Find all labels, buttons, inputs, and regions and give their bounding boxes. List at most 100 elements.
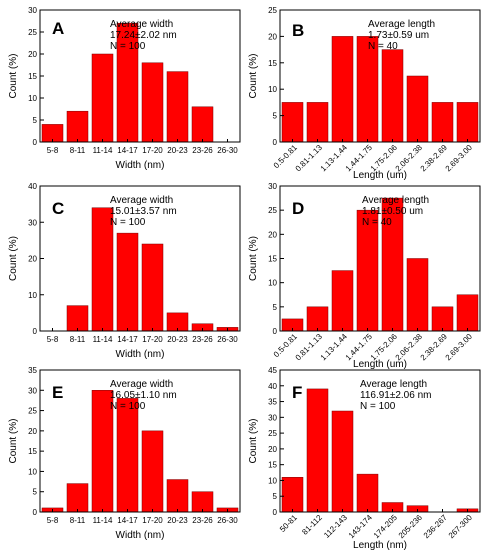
y-tick-label-e-4: 20 [28, 427, 37, 436]
y-tick-label-e-7: 35 [28, 366, 37, 375]
y-tick-label-f-8: 40 [268, 382, 277, 391]
x-axis-title-e: Width (nm) [116, 530, 165, 541]
annotation-b-2: N = 40 [368, 41, 398, 52]
annotation-a-1: 17.24±2.02 nm [110, 30, 177, 41]
x-tick-label-e-3: 14-17 [117, 516, 138, 525]
x-tick-label-f-7: 267-300 [447, 513, 475, 541]
annotation-c-1: 15.01±3.57 nm [110, 206, 177, 217]
bar-a-1 [66, 110, 89, 143]
x-tick-label-c-2: 11-14 [93, 335, 113, 344]
y-tick-label-f-0: 0 [273, 508, 278, 517]
x-tick-label-e-1: 8-11 [70, 516, 86, 525]
x-tick-label-b-7: 2.69-3.00 [444, 143, 475, 174]
x-tick-label-c-4: 17-20 [142, 335, 163, 344]
y-tick-label-d-1: 5 [273, 303, 278, 312]
y-tick-label-a-3: 15 [28, 72, 37, 81]
y-tick-label-d-6: 30 [268, 182, 277, 191]
x-tick-label-f-3: 143-174 [347, 513, 375, 541]
x-tick-label-a-5: 20-23 [167, 146, 188, 155]
y-tick-label-a-6: 30 [28, 6, 37, 15]
x-axis-title-b: Length (um) [353, 170, 407, 181]
y-tick-label-f-4: 20 [268, 445, 277, 454]
bar-f-0 [281, 477, 304, 513]
panel-e: 0 5 10 15 20 25 30 35 5-8 8-11 11-14 14-17 17-20 20-2… [8, 366, 241, 541]
panel-f: 0 5 10 15 20 25 30 35 40 45 50-81 81-112112-143143-… [248, 366, 481, 550]
y-tick-label-c-1: 10 [28, 291, 37, 300]
y-tick-label-c-4: 40 [28, 182, 37, 191]
y-tick-label-a-5: 25 [28, 28, 37, 37]
panel-letter-c: C [52, 199, 64, 218]
x-tick-label-f-1: 81-112 [300, 513, 324, 537]
bar-b-0 [281, 102, 304, 143]
bar-b-7 [456, 102, 479, 143]
annotation-d-1: 1.81±0.50 um [362, 206, 423, 217]
x-tick-label-e-5: 20-23 [167, 516, 188, 525]
y-tick-label-e-1: 5 [33, 488, 38, 497]
y-tick-label-b-3: 15 [268, 59, 277, 68]
y-axis-title-a: Count (%) [8, 53, 19, 98]
bar-d-7 [456, 294, 479, 332]
bar-e-4 [141, 430, 164, 513]
bar-b-5 [406, 75, 429, 143]
bar-c-4 [141, 243, 164, 332]
y-tick-label-d-3: 15 [268, 255, 277, 264]
annotation-a-0: Average width [110, 19, 173, 30]
x-tick-label-a-1: 8-11 [70, 146, 86, 155]
plot-frame-f [279, 369, 481, 513]
y-tick-label-b-4: 20 [268, 32, 277, 41]
y-tick-label-f-5: 25 [268, 429, 277, 438]
x-tick-label-d-7: 2.69-3.00 [444, 332, 475, 363]
bar-a-5 [166, 71, 189, 143]
annotation-e-1: 16.05±1.10 nm [110, 390, 177, 401]
y-tick-label-a-2: 10 [28, 94, 37, 103]
y-tick-label-b-1: 5 [273, 112, 278, 121]
bar-d-1 [306, 306, 329, 332]
x-tick-label-f-4: 174-205 [372, 513, 400, 541]
bar-f-1 [306, 388, 329, 513]
annotation-e-0: Average width [110, 379, 173, 390]
bar-d-6 [431, 306, 454, 332]
annotation-a-2: N = 100 [110, 41, 146, 52]
annotation-f-0: Average length [360, 379, 427, 390]
bar-a-2 [91, 53, 114, 143]
panel-letter-d: D [292, 199, 304, 218]
plot-frame-e [39, 369, 241, 513]
bar-e-5 [166, 479, 189, 513]
x-tick-label-a-0: 5-8 [47, 146, 59, 155]
plot-frame-b [279, 9, 481, 143]
annotation-f-1: 116.91±2.06 nm [360, 390, 431, 401]
bar-b-2 [331, 36, 354, 143]
y-tick-label-e-0: 0 [33, 508, 38, 517]
panel-d: 0510152025300.5-0.810.81-1.131.13-1.441.… [248, 182, 481, 370]
x-tick-label-c-3: 14-17 [117, 335, 138, 344]
y-tick-label-d-4: 20 [268, 230, 277, 239]
bar-e-6 [191, 491, 214, 513]
x-tick-label-e-6: 23-26 [192, 516, 213, 525]
y-axis-title-f: Count (%) [248, 418, 259, 463]
x-axis-title-a: Width (nm) [116, 160, 165, 171]
x-tick-label-e-0: 5-8 [47, 516, 59, 525]
y-tick-label-f-3: 15 [268, 461, 277, 470]
y-axis-title-b: Count (%) [248, 53, 259, 98]
x-tick-label-c-5: 20-23 [167, 335, 188, 344]
y-tick-label-f-1: 5 [273, 492, 278, 501]
panel-a: 0 5 10 15 20 25 30 5-8 8-11 11-14 14-17 17-20 20-23 2… [8, 6, 241, 171]
x-tick-label-c-1: 8-11 [70, 335, 86, 344]
bar-b-4 [381, 49, 404, 143]
x-tick-label-a-7: 26-30 [217, 146, 238, 155]
y-tick-label-c-3: 30 [28, 218, 37, 227]
panel-letter-b: B [292, 21, 304, 40]
bar-a-6 [191, 106, 214, 143]
y-tick-label-f-6: 30 [268, 413, 277, 422]
y-tick-label-f-7: 35 [268, 398, 277, 407]
bar-d-3 [356, 209, 379, 332]
panel-letter-a: A [52, 19, 64, 38]
annotation-b-1: 1.73±0.59 um [368, 30, 429, 41]
bar-b-1 [306, 102, 329, 143]
y-tick-label-d-2: 10 [268, 279, 277, 288]
panel-b: 05101520250.5-0.810.81-1.131.13-1.441.44… [248, 6, 481, 181]
bar-f-2 [331, 410, 354, 513]
bar-f-3 [356, 473, 379, 513]
y-tick-label-f-9: 45 [268, 366, 277, 375]
